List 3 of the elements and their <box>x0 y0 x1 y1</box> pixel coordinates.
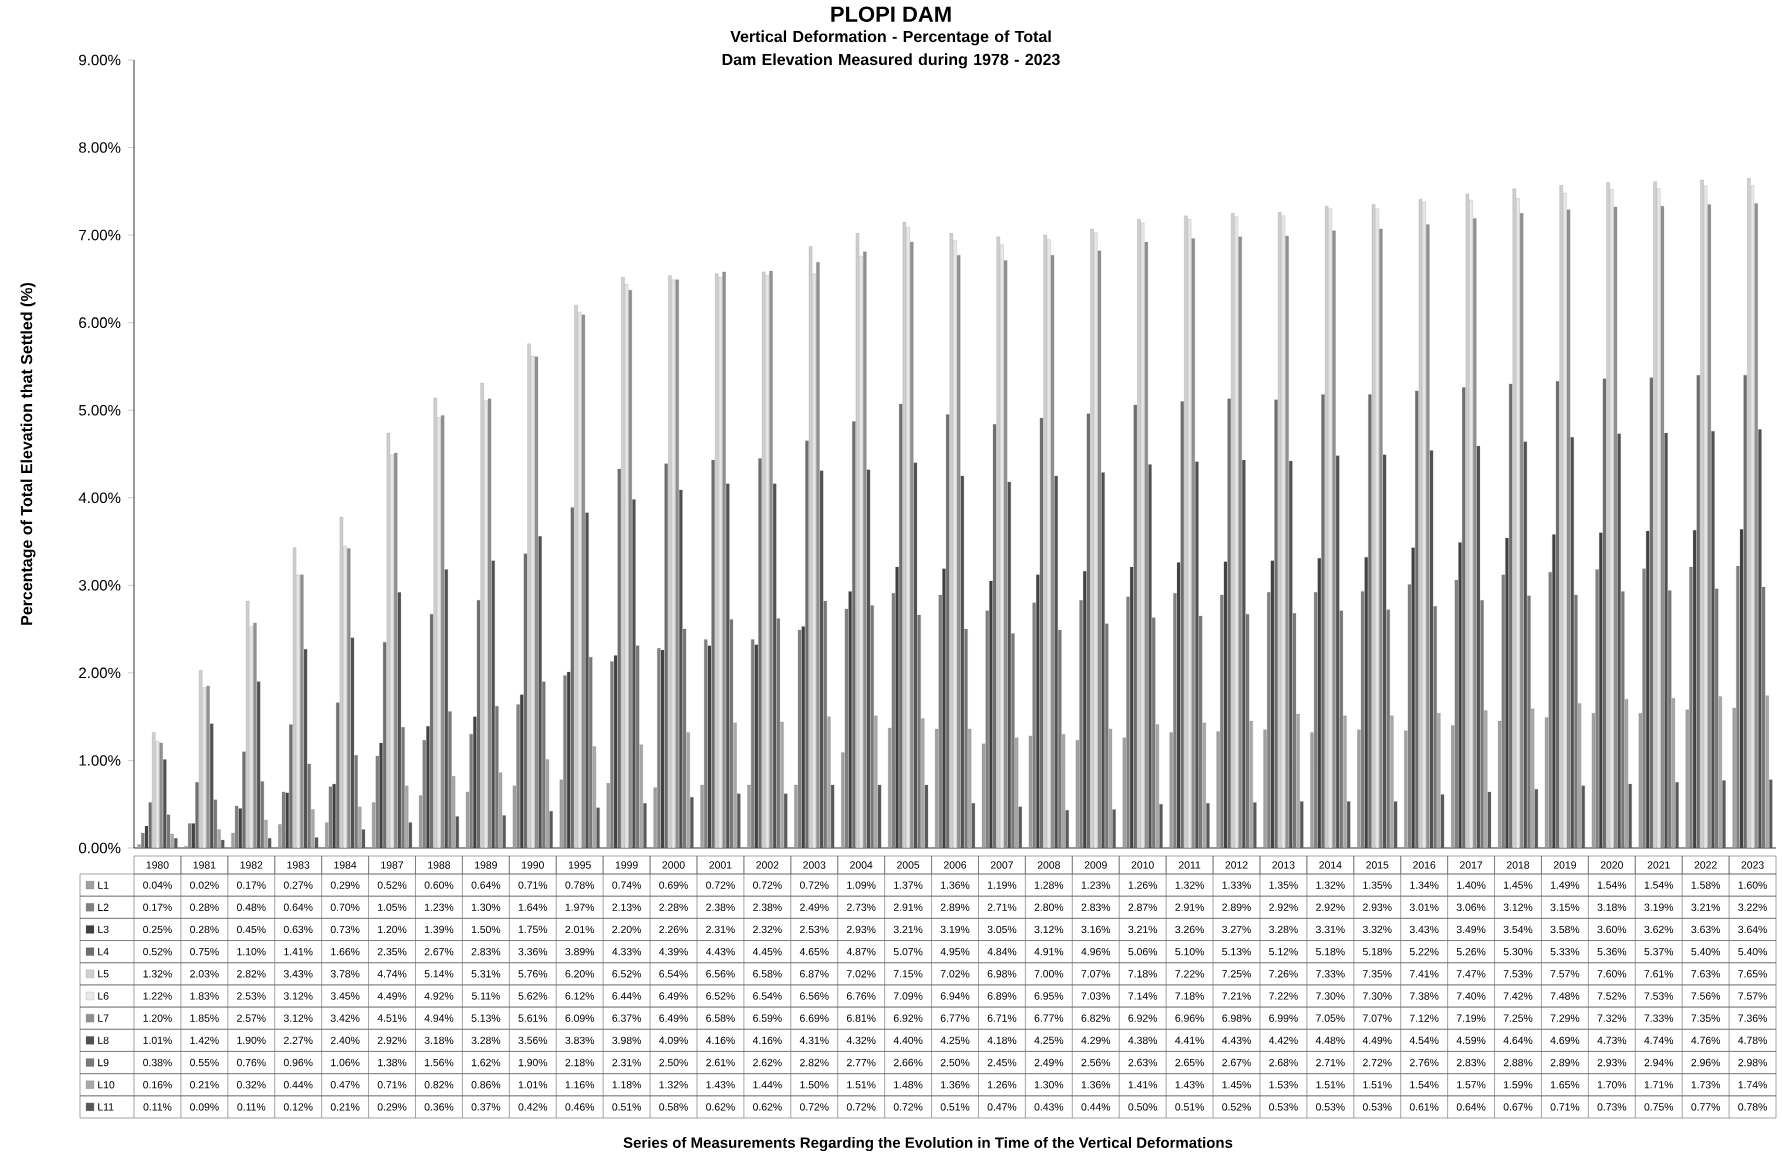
y-axis-title: Percentage of Total Elevation that Settled (%) <box>20 282 36 625</box>
chart-title: PLOPI DAM <box>831 6 951 22</box>
chart-subtitle: Vertical Deformation - Percentage of Total Dam Elevation Measured during 1978 - 2023 <box>722 30 1060 69</box>
